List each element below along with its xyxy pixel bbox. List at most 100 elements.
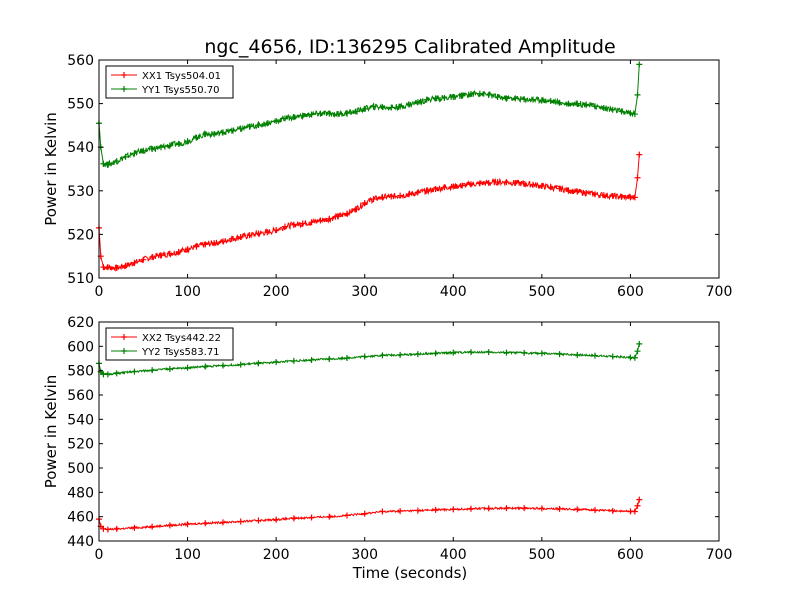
bottom-series-2-point (485, 349, 492, 356)
top-legend-box (105, 65, 234, 99)
top-series-1-point (441, 184, 448, 191)
bottom-series-2-point (326, 355, 333, 362)
top-series-1-point (565, 187, 572, 194)
bottom-series-1-point (631, 508, 638, 515)
top-series-2-point (166, 142, 173, 149)
bottom-series-2-point (308, 356, 315, 363)
top-y-tick-label: 530 (67, 184, 94, 200)
top-series-2-point (149, 145, 156, 152)
bottom-series-1-point (379, 508, 386, 515)
top-series-1-point (485, 179, 492, 186)
bottom-x-tick-label: 700 (706, 547, 733, 563)
top-series-2-point (246, 123, 253, 130)
bottom-series-1-point (166, 522, 173, 529)
top-series-2-point (237, 125, 244, 132)
top-series-1-point (255, 230, 262, 237)
top-series-2-point (131, 150, 138, 157)
top-series-1-point (361, 200, 368, 207)
bottom-y-tick-label: 540 (67, 412, 94, 428)
top-legend-marker (121, 72, 127, 78)
bottom-series-2-point (379, 352, 386, 359)
bottom-y-tick-label: 460 (67, 510, 94, 526)
top-series-2-point (211, 131, 218, 138)
top-series-2-point (592, 103, 598, 110)
top-x-tick-label: 500 (528, 284, 555, 300)
bottom-x-tick-label: 0 (95, 547, 104, 563)
bottom-series-1-point (556, 505, 563, 512)
bottom-series-1-point (273, 516, 280, 523)
bottom-series-2-point (149, 367, 156, 374)
bottom-series-2-point (184, 364, 191, 371)
bottom-series-2-point (609, 353, 616, 360)
top-series-1-point (237, 234, 244, 241)
bottom-x-tick-label: 200 (263, 547, 290, 563)
top-y-tick-label: 510 (67, 271, 94, 287)
bottom-y-tick-label: 600 (67, 339, 94, 355)
top-series-1-point (574, 188, 581, 195)
bottom-series-2-point (290, 357, 297, 364)
top-series-1-point (140, 256, 147, 263)
top-series-1-point (459, 182, 466, 189)
top-series-1-point (636, 151, 643, 158)
bottom-series-1-point (237, 518, 244, 525)
top-series-1 (96, 151, 643, 273)
top-series-2-point (193, 134, 200, 141)
bottom-series-1-point (104, 526, 111, 533)
top-series-1-point (131, 259, 138, 266)
bottom-series-2-point (166, 365, 173, 372)
top-series-2-point (634, 91, 641, 98)
bottom-series-1-point (468, 505, 474, 512)
top-series-1-point (246, 232, 253, 239)
bottom-series-1-point (397, 508, 404, 515)
top-series-2-point (538, 97, 545, 104)
top-legend-marker (121, 86, 127, 92)
top-series-1-point (352, 206, 359, 213)
bottom-series-2-point (414, 351, 421, 358)
bottom-series-2-point (344, 355, 350, 362)
bottom-series-2-point (634, 348, 641, 355)
bottom-series-2-point (631, 354, 638, 361)
top-series-1-point (228, 235, 235, 242)
top-series-2-point (184, 138, 191, 145)
bottom-series-1-point (636, 496, 643, 503)
bottom-x-tick-label: 400 (440, 547, 467, 563)
top-series-2-point (326, 110, 333, 117)
top-series-1-point (282, 223, 288, 230)
top-series-1-point (600, 192, 607, 199)
top-series-2-point (202, 131, 209, 138)
bottom-series-2-point (432, 350, 439, 357)
top-series-2-point (423, 96, 430, 103)
bottom-legend-marker (121, 348, 127, 354)
top-series-1-point (166, 250, 173, 257)
top-legend: XX1 Tsys504.01 YY1 Tsys550.70 (105, 65, 234, 99)
top-series-1-point (494, 179, 501, 186)
bottom-series-2-point (255, 360, 262, 367)
top-series-2-point (627, 110, 634, 117)
bottom-legend-label: YY2 Tsys583.71 (141, 347, 220, 358)
top-series-1-point (547, 184, 554, 191)
top-series-2-point (565, 100, 572, 107)
bottom-legend-label: XX2 Tsys442.22 (142, 333, 221, 344)
top-series-1-point (503, 179, 510, 186)
bottom-y-tick-label: 440 (67, 534, 94, 550)
bottom-series-2-point (131, 368, 138, 375)
top-series-1-point (556, 185, 563, 192)
bottom-series-1-point (290, 515, 297, 522)
top-series-2-point (344, 110, 350, 117)
bottom-series-2-point (468, 349, 474, 356)
bottom-series-1-point (326, 513, 333, 520)
top-series-1-point (450, 183, 457, 190)
bottom-series-1-point (485, 505, 492, 512)
top-series-1-point (592, 191, 598, 198)
top-series-2-point (631, 111, 638, 118)
top-series-2-point (361, 105, 368, 112)
top-series-2-point (556, 99, 563, 106)
bottom-series-2-point (521, 349, 528, 356)
top-series-1-point (468, 181, 474, 188)
top-series-1-point (113, 264, 120, 271)
bottom-y-tick-label: 520 (67, 437, 94, 453)
bottom-x-tick-label: 500 (528, 547, 555, 563)
bottom-series-1-point (503, 505, 510, 512)
bottom-series-2-point (592, 352, 598, 359)
top-series-1-point (158, 252, 164, 259)
